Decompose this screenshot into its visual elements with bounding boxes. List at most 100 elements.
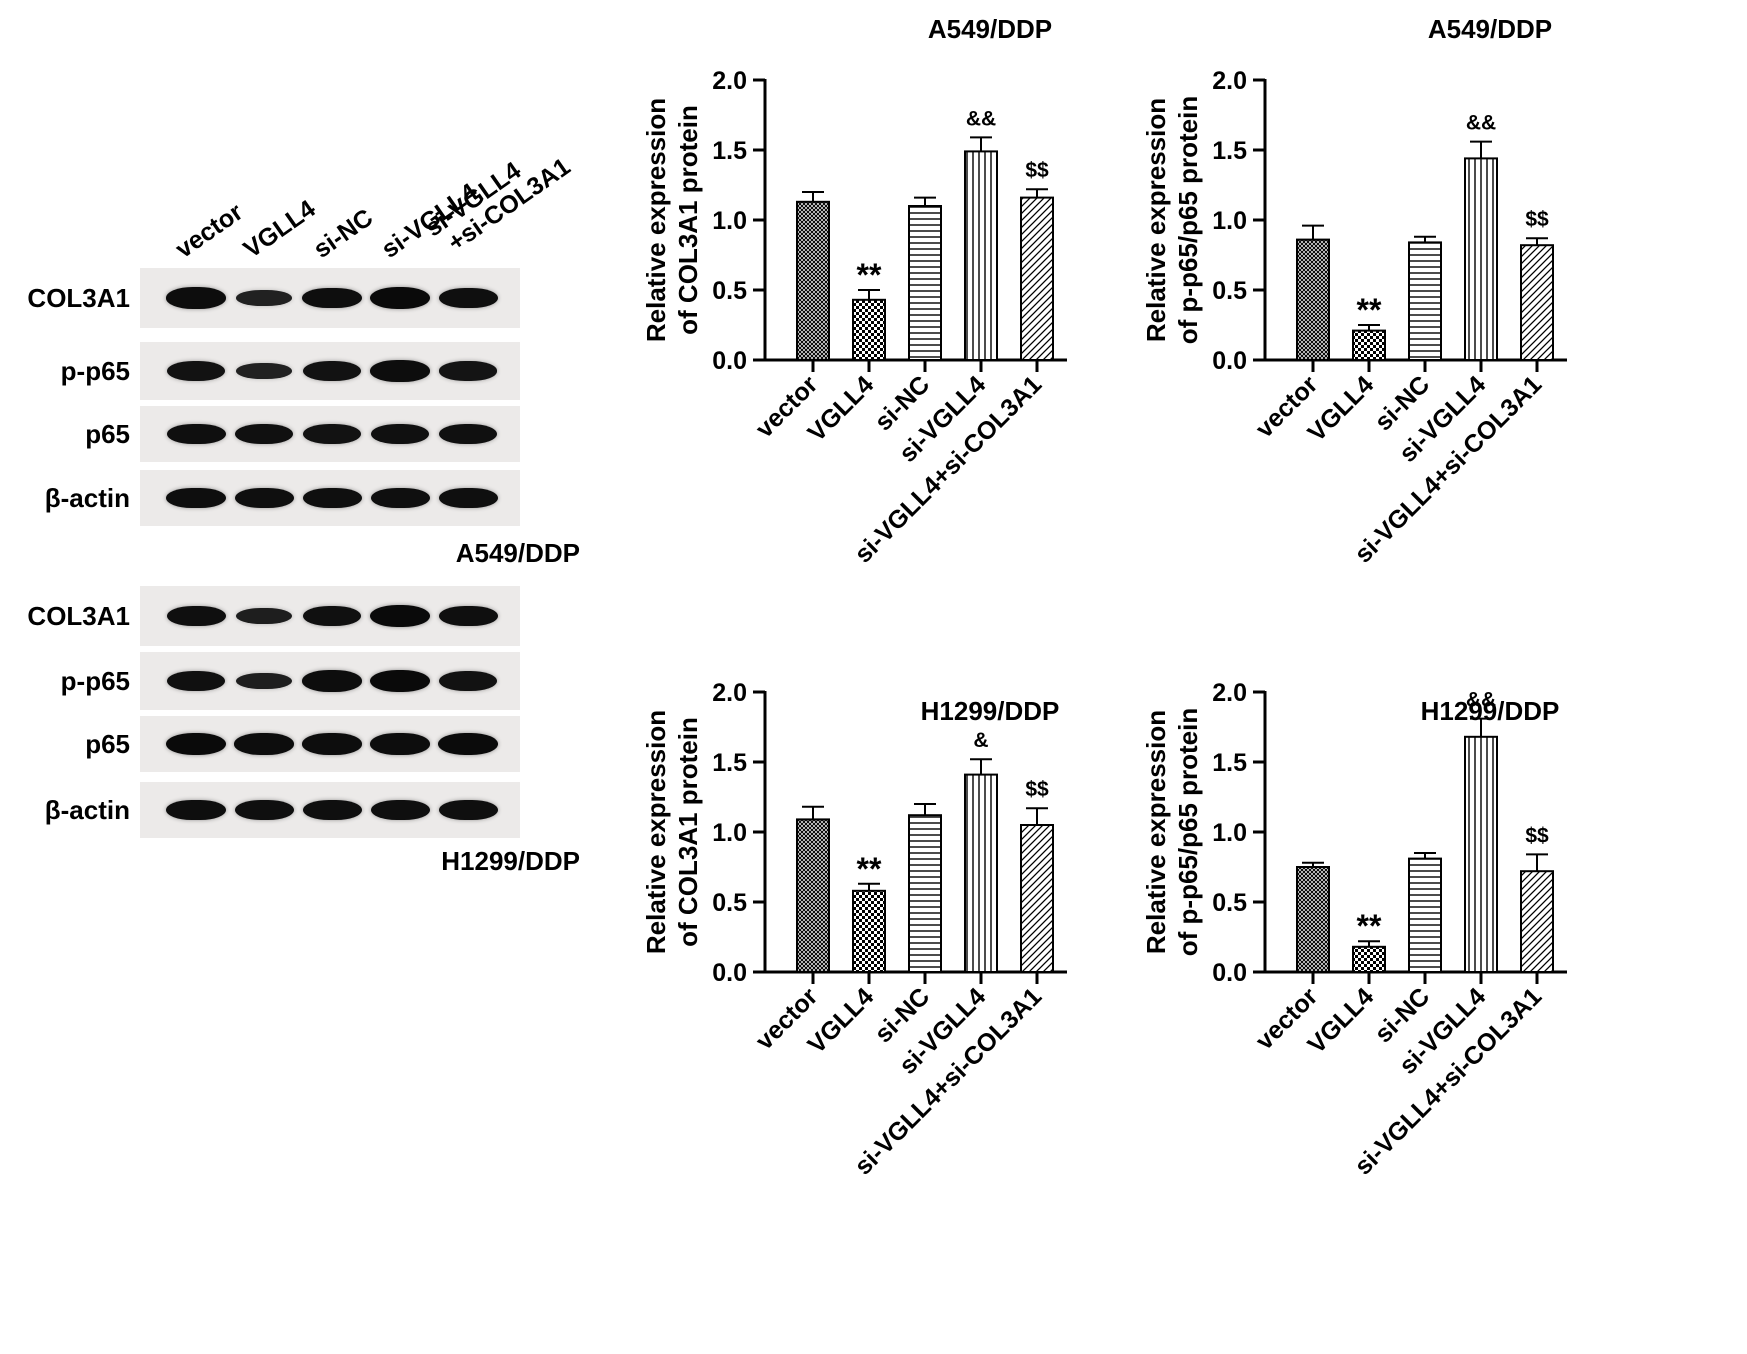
blot-band <box>166 361 226 381</box>
y-tick-label: 1.5 <box>1212 749 1247 777</box>
bar-vector <box>1296 238 1330 362</box>
significance-annotation: ** <box>857 851 882 887</box>
significance-annotation: && <box>1466 112 1496 135</box>
y-tick-label: 0.5 <box>1212 277 1247 305</box>
lane-label-si-nc: si-NC <box>308 203 379 264</box>
y-tick-label: 1.5 <box>1212 137 1247 165</box>
bar-si-VGLL4 <box>1464 735 1498 973</box>
bar-si-VGLL4+si-COL3A1 <box>1520 244 1554 361</box>
blot-strip <box>140 716 520 772</box>
blot-row-label: p-p65 <box>60 666 130 696</box>
chart-title: H1299/DDP <box>920 696 1060 726</box>
significance-annotation: $$ <box>1025 159 1049 182</box>
blot-band <box>438 671 498 691</box>
blot-strip <box>140 652 520 710</box>
bar-chart-a549-col3a1: A549/DDP Relative expression of COL3A1 pr… <box>640 0 1140 640</box>
y-tick-label: 2.0 <box>1212 67 1247 95</box>
blot-band <box>370 670 430 692</box>
blot-band <box>236 290 292 306</box>
bar-VGLL4 <box>1352 945 1386 973</box>
blot-band <box>302 799 362 821</box>
blot-row-label: COL3A1 <box>27 283 130 313</box>
lane-label-vector: vector <box>170 197 249 264</box>
y-axis-label-line2: of p-p65/p65 protein <box>1173 708 1203 956</box>
blot-band <box>166 799 226 821</box>
western-blot-panel: vector VGLL4 si-NC si-VGLL4 si-VGLL4 +si… <box>0 0 600 1000</box>
bar-si-VGLL4 <box>964 150 998 361</box>
blot-band <box>302 361 362 381</box>
bar-vector <box>796 200 830 361</box>
blot-band <box>236 672 292 690</box>
bar-si-VGLL4 <box>1464 157 1498 361</box>
blot-band <box>439 361 497 381</box>
blot-band <box>302 487 362 509</box>
blot-band <box>370 733 430 755</box>
blot-band <box>236 363 292 379</box>
bar-si-VGLL4+si-COL3A1 <box>1520 870 1554 973</box>
y-tick-label: 2.0 <box>712 679 747 707</box>
blot-row-label: p-p65 <box>60 356 130 386</box>
y-tick-label: 0.5 <box>1212 889 1247 917</box>
bar-vector <box>796 818 830 973</box>
blot-row-label: COL3A1 <box>27 601 130 631</box>
significance-annotation: $$ <box>1525 824 1549 847</box>
blot-band <box>370 423 430 445</box>
blot-band <box>166 287 226 309</box>
blot-band <box>166 733 226 755</box>
bar-VGLL4 <box>852 889 886 973</box>
blot-band <box>166 605 226 627</box>
blot-row-label: p65 <box>85 729 130 759</box>
significance-annotation: && <box>966 107 996 130</box>
blot-row-label: p65 <box>85 419 130 449</box>
blot-strip <box>140 586 520 646</box>
blot-band <box>438 487 498 509</box>
blot-band <box>438 799 498 821</box>
blot-band <box>302 605 362 627</box>
y-axis-label-line1: Relative expression <box>1141 710 1171 954</box>
y-tick-label: 0.5 <box>712 889 747 917</box>
y-tick-label: 2.0 <box>1212 679 1247 707</box>
y-tick-label: 1.0 <box>712 207 747 235</box>
y-tick-label: 1.0 <box>1212 819 1247 847</box>
y-tick-label: 2.0 <box>712 67 747 95</box>
chart-svg: Relative expression of p-p65/p65 protein 0… <box>1141 67 1567 569</box>
blot-band <box>438 733 498 755</box>
blot-band <box>302 287 362 309</box>
y-tick-label: 0.0 <box>712 347 747 375</box>
bar-VGLL4 <box>1352 329 1386 362</box>
blot-strip <box>140 470 520 526</box>
significance-annotation: $$ <box>1525 208 1549 231</box>
blot-band <box>370 287 430 309</box>
blot-strip <box>140 342 520 400</box>
blot-band <box>370 799 430 821</box>
blot-strip <box>140 406 520 462</box>
significance-annotation: ** <box>1357 292 1382 328</box>
significance-annotation: && <box>1466 689 1496 712</box>
blot-strip <box>140 782 520 838</box>
blot-band <box>166 423 226 445</box>
chart-svg: Relative expression of COL3A1 protein 0.0 0… <box>641 67 1067 569</box>
blot-band <box>438 423 498 445</box>
y-axis-label-line2: of COL3A1 protein <box>673 717 703 947</box>
bar-si-VGLL4 <box>964 773 998 973</box>
blot-band <box>370 605 430 627</box>
y-tick-label: 1.5 <box>712 749 747 777</box>
blot-band <box>438 287 498 309</box>
blot-strip <box>140 268 520 328</box>
y-tick-label: 1.5 <box>712 137 747 165</box>
bar-si-NC <box>908 205 942 361</box>
blot-band <box>438 605 498 627</box>
blot-band <box>234 423 294 445</box>
bar-chart-h1299-col3a1: H1299/DDP Relative expression of COL3A1 p… <box>640 679 1140 1354</box>
y-axis-label-line2: of p-p65/p65 protein <box>1173 96 1203 344</box>
blot-band <box>234 487 294 509</box>
bar-si-NC <box>1408 857 1442 974</box>
bar-chart-a549-p-p65: A549/DDP Relative expression of p-p65/p65… <box>1141 0 1690 640</box>
blot-band <box>302 670 362 692</box>
chart-title: A549/DDP <box>1427 14 1553 44</box>
blot-band <box>370 487 430 509</box>
chart-title: A549/DDP <box>927 14 1053 44</box>
chart-svg: Relative expression of p-p65/p65 protein 0… <box>1141 679 1567 1181</box>
bar-si-NC <box>908 814 942 973</box>
y-axis-label-line2: of COL3A1 protein <box>673 105 703 335</box>
